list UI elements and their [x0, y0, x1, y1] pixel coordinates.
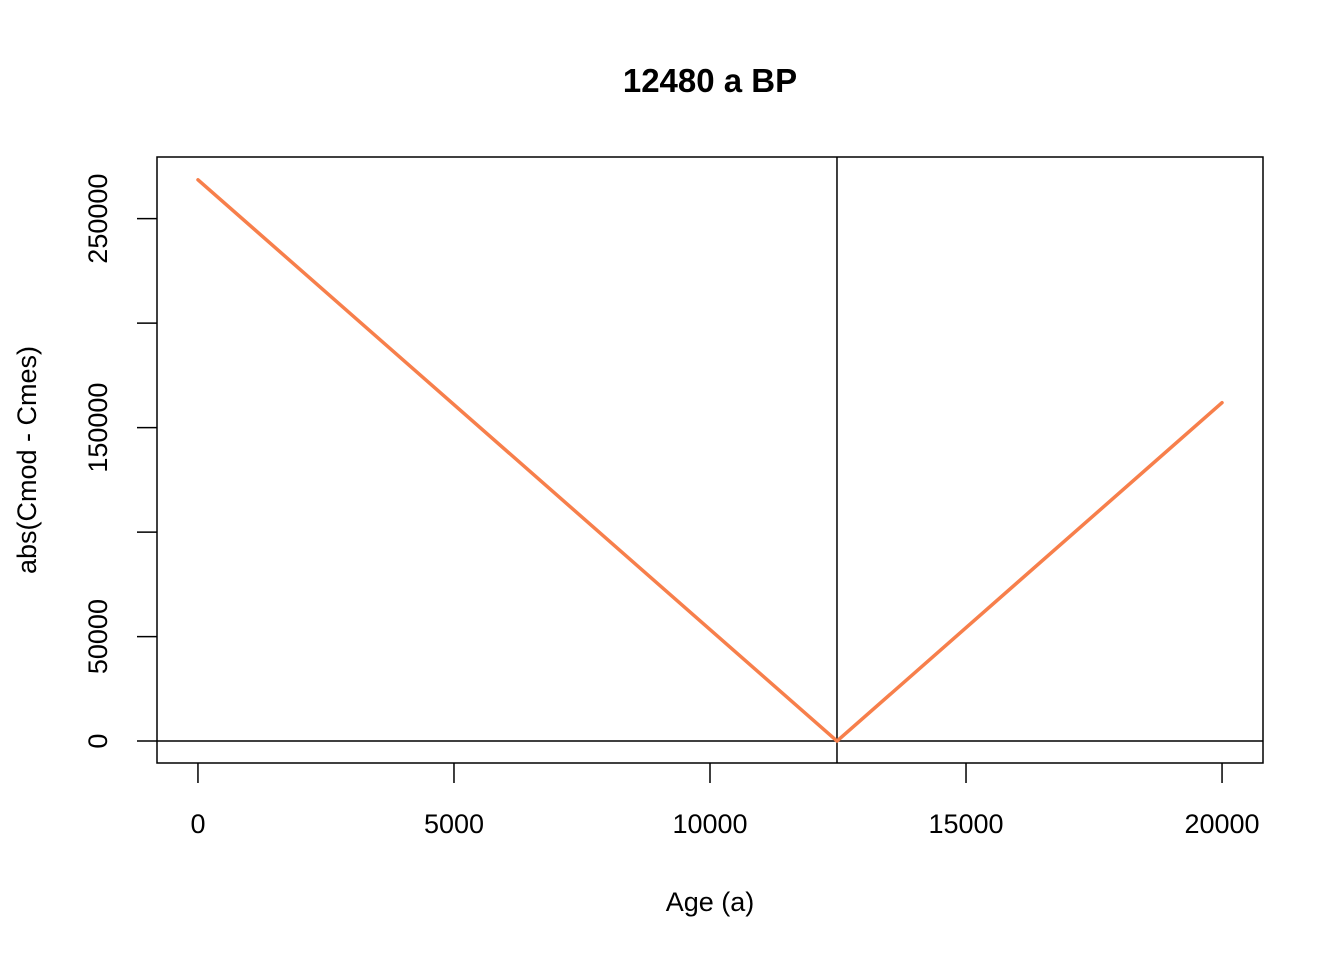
- reference-lines: [157, 157, 1263, 763]
- x-axis-label: Age (a): [666, 887, 755, 917]
- x-tick-label-0: 0: [190, 809, 205, 839]
- x-tick-label-4: 20000: [1184, 809, 1259, 839]
- y-tick-label-0: 0: [83, 734, 113, 749]
- series-line-0: [196, 178, 1224, 743]
- x-axis: 0 5000 10000 15000 20000: [190, 763, 1260, 839]
- y-axis: 0 50000 150000 250000: [83, 174, 157, 749]
- y-axis-label: abs(Cmod - Cmes): [12, 346, 42, 574]
- y-tick-label-1: 50000: [83, 599, 113, 674]
- chart-title: 12480 a BP: [623, 62, 797, 99]
- series-group: [196, 178, 1224, 743]
- y-tick-label-3: 150000: [83, 383, 113, 473]
- x-tick-label-2: 10000: [672, 809, 747, 839]
- plot-frame: [156, 156, 1264, 764]
- x-tick-label-1: 5000: [424, 809, 484, 839]
- y-tick-label-5: 250000: [83, 174, 113, 264]
- x-tick-label-3: 15000: [928, 809, 1003, 839]
